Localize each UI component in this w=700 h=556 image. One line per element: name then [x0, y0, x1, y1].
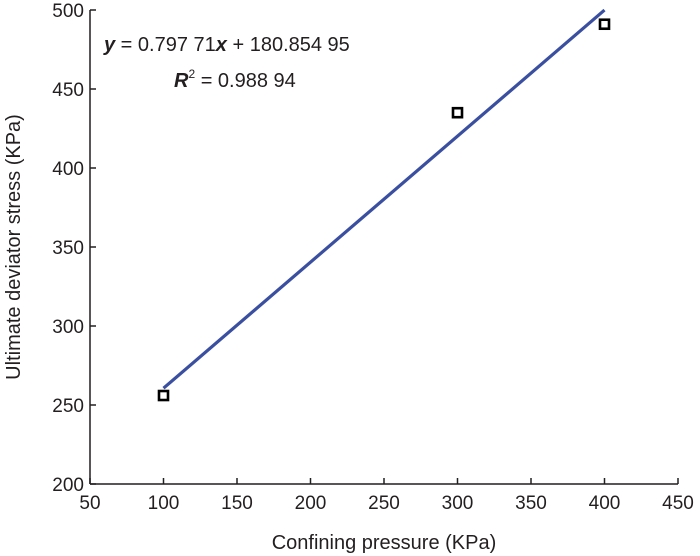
r-squared-value: = 0.988 94: [195, 70, 296, 92]
x-axis-title: Confining pressure (KPa): [272, 532, 497, 554]
y-tick-label: 300: [52, 317, 84, 338]
r-squared-var: R: [174, 70, 189, 92]
y-ticks: 200 250 300 350 400 450 500: [52, 1, 96, 496]
x-tick-label: 300: [442, 493, 474, 514]
y-tick-label: 400: [52, 159, 84, 180]
x-tick-label: 400: [589, 493, 621, 514]
y-tick-label: 250: [52, 396, 84, 417]
x-tick-label: 350: [515, 493, 547, 514]
fit-line-group: [162, 8, 606, 390]
equation-x-var: x: [215, 34, 228, 56]
data-point: [451, 106, 464, 119]
y-tick-label: 450: [52, 80, 84, 101]
r-squared-exponent: 2: [188, 67, 195, 81]
x-tick-label: 450: [662, 493, 694, 514]
y-tick-label: 350: [52, 238, 84, 259]
equation-y-var: y: [103, 34, 116, 56]
equation-annotation: y = 0.797 71x + 180.854 95: [103, 34, 350, 56]
data-point: [598, 18, 611, 31]
data-point: [157, 389, 170, 402]
r-squared-annotation: R2 = 0.988 94: [174, 67, 296, 92]
y-tick-label: 200: [52, 475, 84, 496]
y-axis-title: Ultimate deviator stress (KPa): [3, 114, 25, 380]
x-tick-label: 250: [368, 493, 400, 514]
equation-slope: = 0.797 71: [115, 34, 216, 56]
x-tick-label: 50: [79, 493, 100, 514]
equation-intercept: + 180.854 95: [227, 34, 350, 56]
x-tick-label: 150: [221, 493, 253, 514]
x-tick-label: 100: [148, 493, 180, 514]
x-tick-label: 200: [295, 493, 327, 514]
fit-line: [162, 8, 606, 390]
x-ticks: 50 100 150 200 250 300 350 400 450: [79, 478, 694, 514]
y-tick-label: 500: [52, 1, 84, 22]
data-points: [157, 18, 611, 402]
